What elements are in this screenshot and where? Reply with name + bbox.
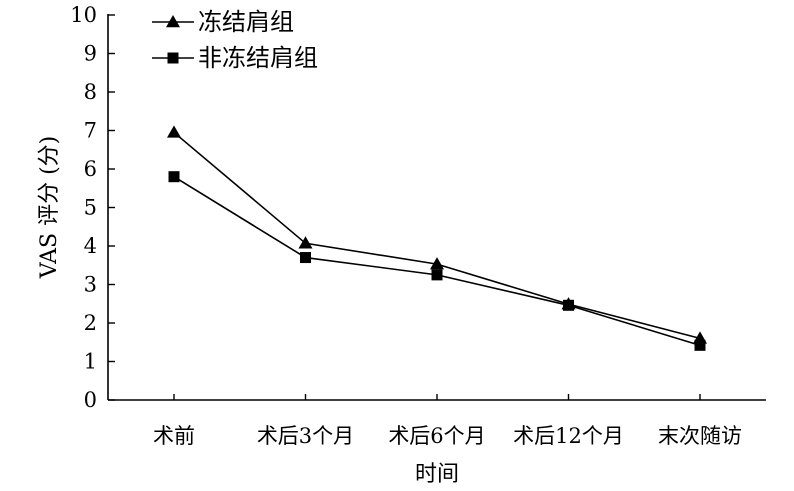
y-tick-label: 4 xyxy=(84,234,97,258)
square-marker xyxy=(694,339,706,351)
y-tick-label: 2 xyxy=(84,311,97,335)
y-tick-labels: 0 1 2 3 4 5 6 7 8 9 10 xyxy=(70,3,97,412)
series-line xyxy=(173,131,701,340)
y-tick-label: 10 xyxy=(70,3,97,27)
legend-square-icon xyxy=(167,52,179,64)
legend-triangle-icon xyxy=(166,15,180,28)
x-tick-label: 术前 xyxy=(153,424,195,448)
y-tick-label: 0 xyxy=(84,388,97,412)
x-tick-label: 末次随访 xyxy=(658,424,742,448)
y-axis-title: VAS 评分 (分) xyxy=(37,136,62,280)
axes xyxy=(107,14,766,401)
series-layer xyxy=(167,125,707,351)
legend-label: 非冻结肩组 xyxy=(198,44,318,72)
series-1 xyxy=(167,125,707,344)
square-marker xyxy=(431,269,443,281)
x-tick-labels: 术前 术后3个月 术后6个月 术后12个月 末次随访 xyxy=(153,424,742,448)
legend-label: 冻结肩组 xyxy=(198,8,294,36)
y-tick-label: 9 xyxy=(84,42,97,66)
x-tick-label: 术后6个月 xyxy=(388,424,485,448)
y-tick-label: 1 xyxy=(84,350,97,374)
x-tick-label: 术后12个月 xyxy=(513,424,624,448)
x-axis-title: 时间 xyxy=(415,462,459,487)
y-tick-label: 7 xyxy=(84,119,97,143)
legend-item: 非冻结肩组 xyxy=(152,44,318,72)
y-tick-label: 3 xyxy=(84,273,97,297)
x-tick-label: 术后3个月 xyxy=(257,424,354,448)
triangle-marker xyxy=(298,236,313,249)
y-tick-label: 5 xyxy=(84,196,97,220)
y-tick-label: 6 xyxy=(84,157,97,181)
y-tick-label: 8 xyxy=(84,80,97,104)
triangle-marker xyxy=(430,257,444,270)
square-marker xyxy=(300,252,311,264)
triangle-marker xyxy=(167,125,181,138)
series-2 xyxy=(168,171,706,351)
square-marker xyxy=(168,171,180,183)
legend-item: 冻结肩组 xyxy=(152,8,294,36)
square-marker xyxy=(563,299,574,311)
